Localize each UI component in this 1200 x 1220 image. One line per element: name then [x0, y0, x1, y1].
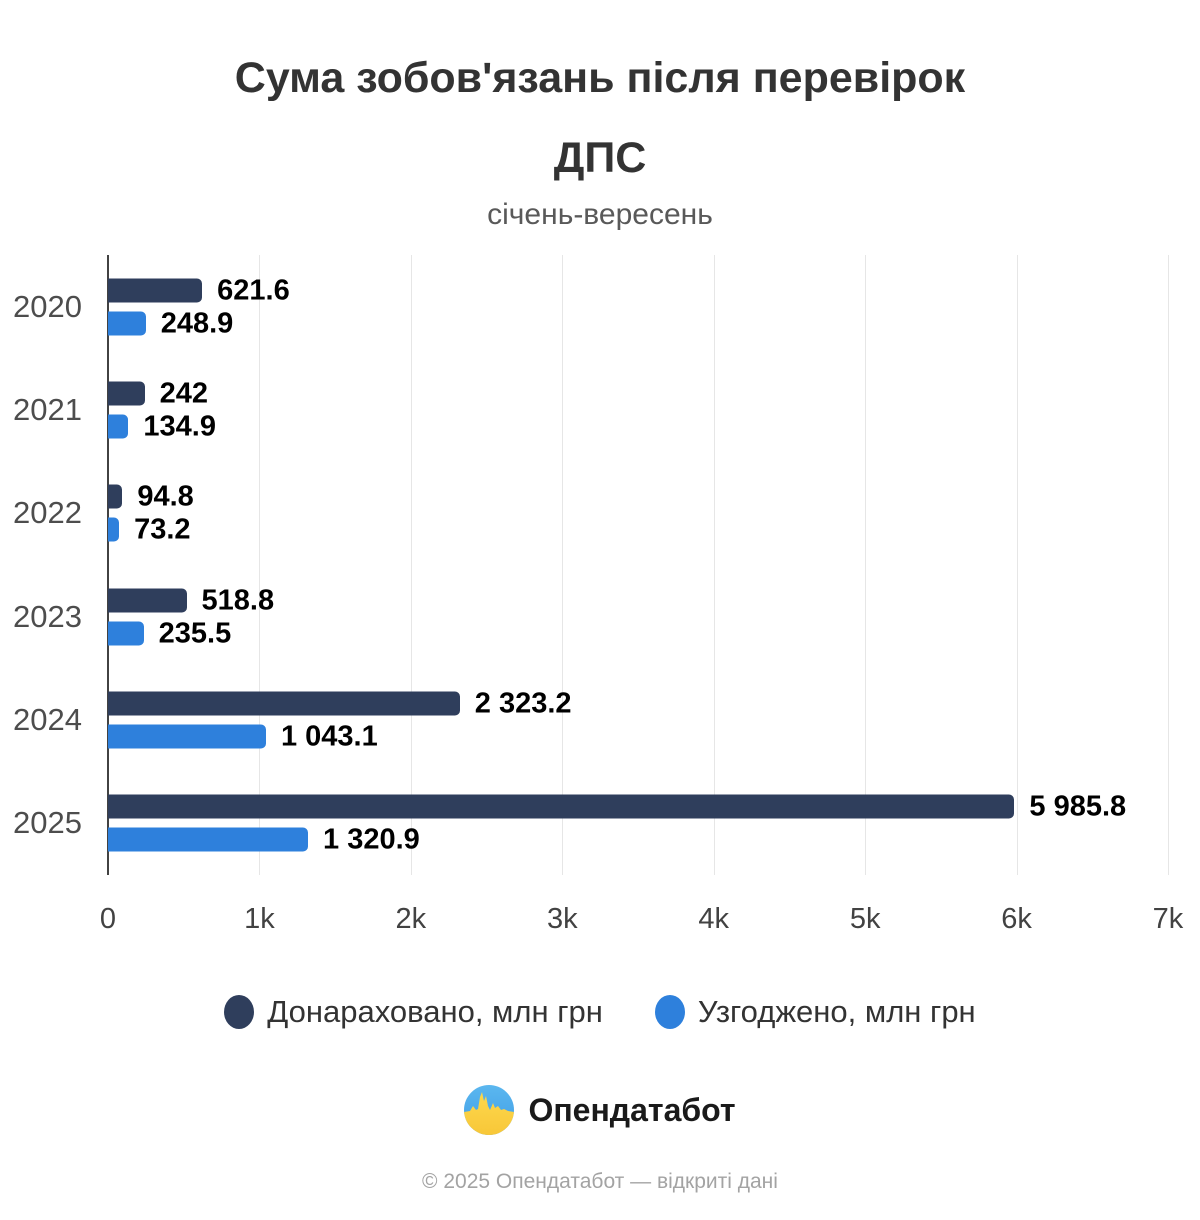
x-axis-tick: 0 — [99, 903, 117, 935]
x-axis-tick: 1k — [244, 903, 275, 935]
bar-value-label: 242 — [159, 377, 209, 410]
bar-value-label: 73.2 — [134, 513, 191, 546]
gridline — [562, 255, 564, 875]
legend-item: Узгоджено, млн грн — [654, 994, 976, 1030]
y-axis-label-2023: 2023 — [13, 598, 82, 634]
chart-row-2020: 2020 621.6 248.9 — [13, 255, 1168, 358]
opendatabot-pulse-icon — [464, 1085, 515, 1135]
gridline — [259, 255, 261, 875]
x-axis-tick: 2k — [395, 903, 427, 935]
y-axis-label-2024: 2024 — [13, 701, 82, 737]
legend-label: Узгоджено, млн грн — [697, 994, 976, 1029]
y-axis-label-2020: 2020 — [13, 288, 82, 324]
bar-uzghodzheno-2024 — [108, 724, 266, 749]
gridline — [713, 255, 715, 875]
bar-value-label: 248.9 — [160, 307, 234, 340]
bar-value-label: 1 043.1 — [280, 720, 378, 753]
chart-row-2023: 2023 518.8 235.5 — [13, 565, 1168, 668]
plot-area: 2020 621.6 248.9 2021 242 134.9 2022 94.8 73.2 20… — [13, 255, 1169, 875]
bar-donarakhovano-2020 — [108, 278, 203, 303]
bar-uzghodzheno-2020 — [108, 311, 146, 336]
y-axis-label-2022: 2022 — [13, 495, 82, 531]
chart-title-line1: Сума зобов'язань після перевірок — [234, 54, 966, 102]
bar-value-label: 2 323.2 — [474, 687, 572, 720]
bar-uzghodzheno-2023 — [108, 621, 144, 646]
x-axis-tick: 6k — [1001, 903, 1032, 935]
gridline — [1168, 255, 1169, 875]
bar-donarakhovano-2021 — [108, 381, 145, 406]
chart-row-2021: 2021 242 134.9 — [13, 358, 1168, 461]
y-axis-line — [107, 255, 109, 875]
logo-text: Опендатабот — [528, 1091, 736, 1128]
y-axis-label-2021: 2021 — [13, 391, 82, 427]
bar-donarakhovano-2025 — [108, 794, 1015, 819]
bar-value-label: 235.5 — [158, 617, 232, 650]
bar-uzghodzheno-2025 — [108, 827, 309, 852]
bar-value-label: 94.8 — [137, 480, 194, 513]
x-axis-tick: 4k — [698, 903, 730, 935]
bar-uzghodzheno-2022 — [108, 517, 120, 542]
x-axis: 0 1k 2k 3k 4k 5k 6k 7k — [0, 903, 1200, 939]
bar-uzghodzheno-2021 — [108, 414, 129, 439]
chart-subtitle: січень-вересень — [487, 198, 713, 231]
bar-donarakhovano-2022 — [108, 484, 123, 509]
gridline — [410, 255, 412, 875]
legend: Донараховано, млн грн Узгоджено, млн грн — [0, 994, 1200, 1030]
bar-value-label: 134.9 — [143, 410, 216, 443]
legend-item: Донараховано, млн грн — [224, 994, 603, 1030]
branding: Опендатабот — [0, 1085, 1200, 1135]
chart-header: Сума зобов'язань після перевірок ДПС січ… — [0, 38, 1200, 236]
legend-label: Донараховано, млн грн — [267, 994, 603, 1029]
chart-row-2025: 2025 5 985.8 1 320.9 — [13, 772, 1168, 875]
gridline — [1016, 255, 1018, 875]
x-axis-tick: 7k — [1152, 903, 1184, 935]
legend-swatch-icon — [224, 995, 255, 1029]
chart-row-2024: 2024 2 323.2 1 043.1 — [13, 668, 1168, 771]
y-axis-label-2025: 2025 — [13, 805, 82, 841]
legend-swatch-icon — [654, 995, 685, 1029]
bar-value-label: 518.8 — [201, 584, 275, 617]
gridline — [865, 255, 867, 875]
footer-copyright: © 2025 Опендатабот — відкриті дані — [422, 1170, 778, 1193]
chart-title-line2: ДПС — [553, 134, 647, 182]
bar-donarakhovano-2024 — [108, 691, 460, 716]
bar-value-label: 1 320.9 — [323, 823, 420, 856]
bar-value-label: 621.6 — [217, 274, 290, 307]
x-axis-tick: 3k — [546, 903, 578, 935]
x-axis-tick: 5k — [849, 903, 881, 935]
chart-row-2022: 2022 94.8 73.2 — [13, 462, 1168, 565]
bar-value-label: 5 985.8 — [1029, 790, 1127, 823]
bar-donarakhovano-2023 — [108, 588, 187, 613]
